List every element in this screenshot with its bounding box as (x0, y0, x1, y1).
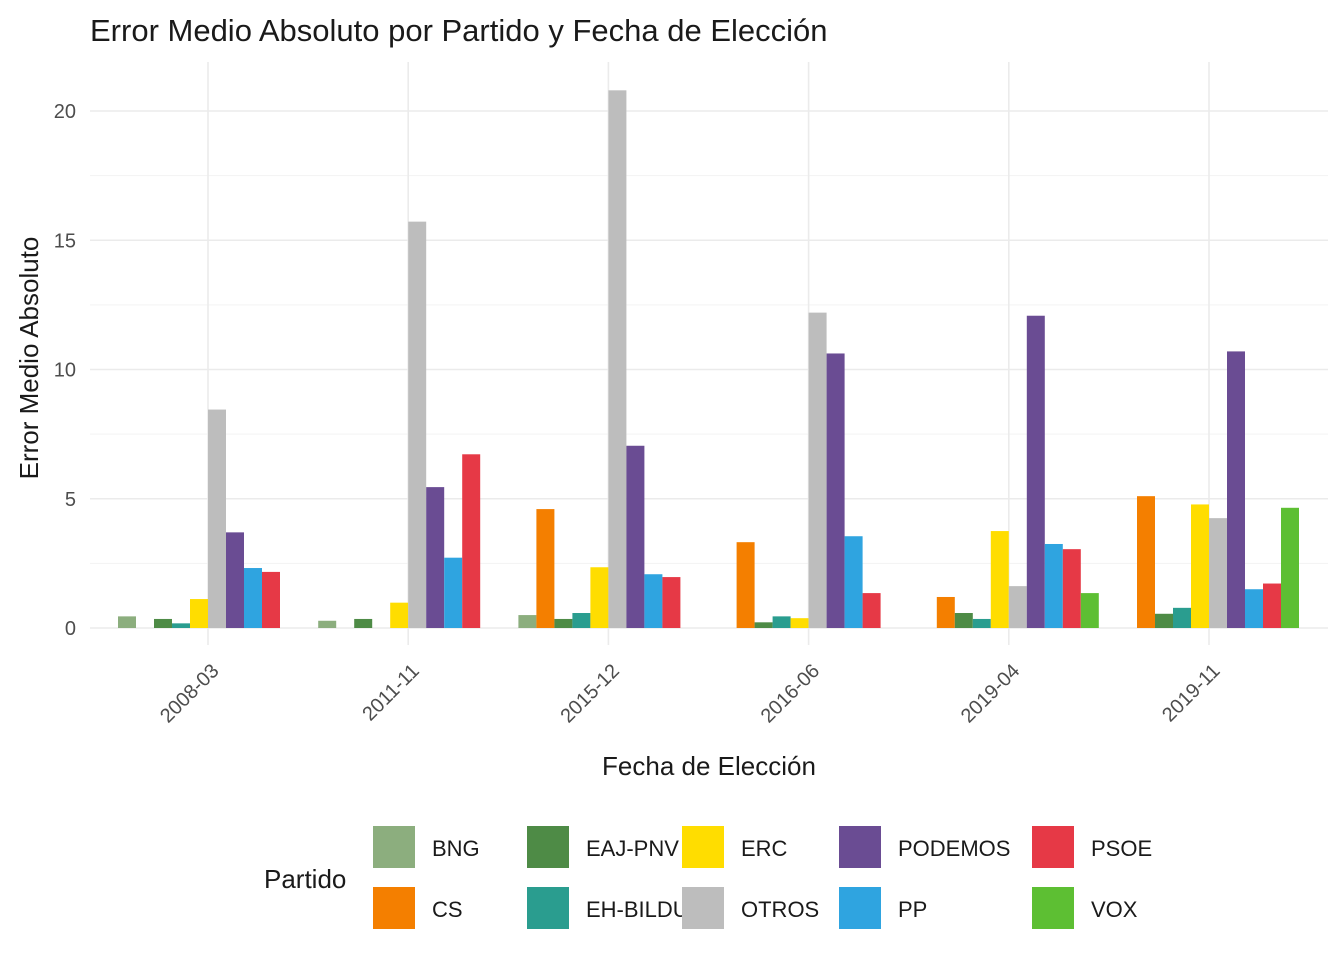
bar-otros-2019-11 (1209, 518, 1227, 628)
bar-erc-2019-11 (1191, 504, 1209, 628)
bar-erc-2019-04 (990, 531, 1009, 628)
bar-otros-2015-12 (608, 90, 627, 628)
legend-label-eaj-pnv: EAJ-PNV (586, 836, 679, 861)
bars (118, 90, 1299, 628)
bar-eh-bildu-2008-03 (172, 623, 190, 628)
bar-pp-2011-11 (444, 557, 463, 628)
legend-key-bng (373, 826, 415, 868)
x-axis-ticks: 2008-03 2011-11 2015-12 2016-06 2019-04 2019-… (156, 660, 1224, 727)
y-tick-label: 10 (54, 360, 76, 382)
x-axis-title: Fecha de Elección (602, 751, 816, 781)
x-tick-label: 2011-11 (358, 660, 423, 725)
bar-eaj-pnv-2015-12 (554, 618, 573, 628)
bar-eh-bildu-2019-04 (972, 618, 991, 628)
bar-erc-2015-12 (590, 567, 609, 628)
bar-psoe-2019-04 (1062, 549, 1081, 628)
legend-label-eh-bildu: EH-BILDU (586, 897, 689, 922)
bar-psoe-2008-03 (262, 571, 280, 628)
bar-eh-bildu-2015-12 (572, 613, 591, 628)
bar-cs-2019-11 (1137, 496, 1155, 628)
bar-eaj-pnv-2019-04 (954, 613, 973, 628)
x-tick-label: 2015-12 (556, 660, 623, 727)
bar-otros-2011-11 (408, 221, 427, 628)
legend-label-bng: BNG (432, 836, 480, 861)
y-tick-label: 15 (54, 230, 76, 252)
y-axis-ticks: 0 5 10 15 20 (54, 101, 76, 640)
bar-podemos-2019-04 (1026, 315, 1045, 628)
bar-podemos-2008-03 (226, 532, 244, 628)
bar-erc-2016-06 (790, 618, 809, 628)
legend-key-eh-bildu (527, 887, 569, 929)
y-tick-label: 5 (65, 489, 76, 511)
legend-label-otros: OTROS (741, 897, 819, 922)
bar-podemos-2019-11 (1227, 351, 1245, 628)
bar-podemos-2016-06 (826, 353, 845, 628)
bar-pp-2016-06 (844, 536, 863, 628)
bar-otros-2008-03 (208, 409, 226, 628)
bar-podemos-2011-11 (426, 487, 445, 628)
legend-key-eaj-pnv (527, 826, 569, 868)
x-tick-label: 2016-06 (757, 660, 824, 727)
legend-label-cs: CS (432, 897, 463, 922)
bar-pp-2019-11 (1245, 589, 1263, 628)
bar-vox-2019-04 (1080, 593, 1099, 628)
bar-pp-2019-04 (1044, 543, 1063, 628)
bar-psoe-2019-11 (1263, 583, 1281, 628)
legend: Partido BNG CS EAJ-PNV EH-BILDU ERC OTROS PODE… (264, 826, 1152, 929)
bar-bng-2008-03 (118, 616, 136, 628)
x-tick-label: 2008-03 (156, 660, 223, 727)
bar-eh-bildu-2016-06 (772, 616, 791, 628)
bar-bng-2015-12 (518, 615, 537, 628)
legend-key-vox (1032, 887, 1074, 929)
bar-otros-2016-06 (808, 312, 827, 628)
legend-key-psoe (1032, 826, 1074, 868)
bar-erc-2008-03 (190, 599, 208, 628)
y-axis-title: Error Medio Absoluto (14, 237, 44, 480)
bar-psoe-2015-12 (662, 577, 681, 628)
bar-cs-2019-04 (936, 596, 955, 628)
y-tick-label: 20 (54, 101, 76, 123)
x-tick-label: 2019-04 (957, 660, 1024, 727)
legend-label-pp: PP (898, 897, 927, 922)
bar-erc-2011-11 (390, 602, 409, 628)
legend-label-psoe: PSOE (1091, 836, 1152, 861)
bar-cs-2016-06 (736, 542, 755, 628)
legend-title: Partido (264, 864, 346, 894)
legend-label-vox: VOX (1091, 897, 1138, 922)
legend-key-cs (373, 887, 415, 929)
legend-key-pp (839, 887, 881, 929)
legend-key-erc (682, 826, 724, 868)
bar-eaj-pnv-2016-06 (754, 622, 773, 628)
bar-eaj-pnv-2019-11 (1155, 613, 1173, 628)
y-tick-label: 0 (65, 618, 76, 640)
bar-psoe-2011-11 (462, 454, 481, 628)
chart-title: Error Medio Absoluto por Partido y Fecha… (90, 13, 828, 48)
bar-psoe-2016-06 (862, 593, 881, 628)
bar-vox-2019-11 (1281, 507, 1299, 628)
legend-key-otros (682, 887, 724, 929)
bar-bng-2011-11 (318, 620, 337, 628)
legend-key-podemos (839, 826, 881, 868)
bar-pp-2008-03 (244, 568, 262, 628)
legend-label-podemos: PODEMOS (898, 836, 1010, 861)
bar-otros-2019-04 (1008, 586, 1027, 628)
bar-eaj-pnv-2011-11 (354, 618, 373, 628)
bar-podemos-2015-12 (626, 445, 645, 628)
bar-pp-2015-12 (644, 574, 663, 628)
bar-eaj-pnv-2008-03 (154, 618, 172, 628)
bar-eh-bildu-2019-11 (1173, 607, 1191, 628)
x-tick-label: 2019-11 (1158, 660, 1224, 726)
legend-label-erc: ERC (741, 836, 788, 861)
bar-cs-2015-12 (536, 509, 555, 628)
